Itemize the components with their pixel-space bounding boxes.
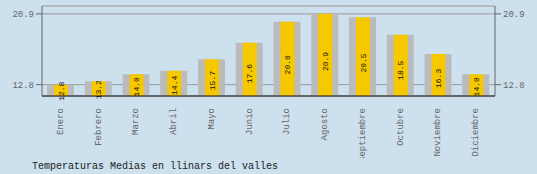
svg-text:Mayo: Mayo xyxy=(207,108,217,130)
svg-text:Octubre: Octubre xyxy=(396,108,406,146)
svg-text:20.9: 20.9 xyxy=(12,10,34,20)
svg-text:Junio: Junio xyxy=(245,108,255,135)
svg-text:18.5: 18.5 xyxy=(396,61,405,80)
svg-text:17.6: 17.6 xyxy=(245,64,254,83)
svg-text:Julio: Julio xyxy=(282,108,292,135)
svg-text:14.0: 14.0 xyxy=(472,77,481,96)
svg-text:Enero: Enero xyxy=(56,108,66,135)
svg-text:12.8: 12.8 xyxy=(12,81,34,91)
svg-text:12.8: 12.8 xyxy=(57,81,66,100)
svg-text:Abril: Abril xyxy=(169,108,179,135)
svg-text:13.2: 13.2 xyxy=(94,80,103,99)
svg-text:20.9: 20.9 xyxy=(321,52,330,71)
svg-text:Noviembre: Noviembre xyxy=(433,108,443,157)
svg-text:Marzo: Marzo xyxy=(131,108,141,135)
svg-text:Febrero: Febrero xyxy=(94,108,104,146)
svg-text:16.3: 16.3 xyxy=(434,69,443,88)
svg-text:14.4: 14.4 xyxy=(170,76,179,95)
svg-text:Agosto: Agosto xyxy=(320,108,330,140)
svg-text:Diciembre: Diciembre xyxy=(471,108,481,157)
svg-text:20.5: 20.5 xyxy=(359,53,368,72)
svg-text:Septiembre: Septiembre xyxy=(358,108,368,158)
svg-text:12.8: 12.8 xyxy=(503,81,525,91)
svg-text:20.0: 20.0 xyxy=(283,55,292,74)
svg-text:20.9: 20.9 xyxy=(503,10,525,20)
svg-text:14.0: 14.0 xyxy=(132,77,141,96)
html-text:Temperaturas Medias en llinars: Temperaturas Medias en llinars del valle… xyxy=(32,161,278,172)
svg-text:15.7: 15.7 xyxy=(208,71,217,90)
